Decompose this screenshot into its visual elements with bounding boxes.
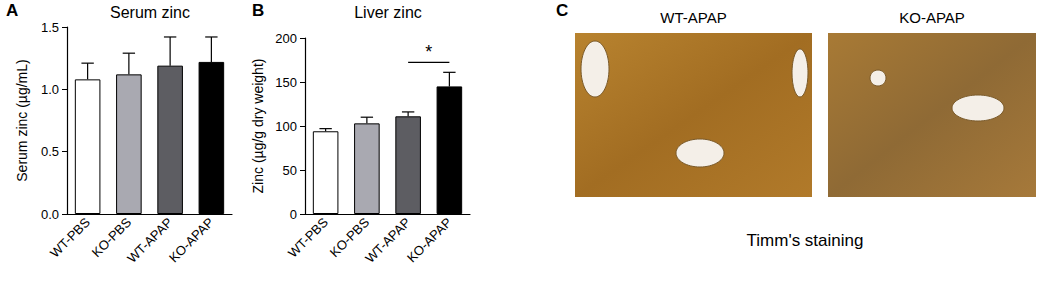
svg-text:WT-APAP: WT-APAP — [660, 9, 726, 26]
svg-text:WT-PBS: WT-PBS — [285, 214, 331, 260]
svg-text:0.0: 0.0 — [41, 207, 59, 222]
svg-text:0.5: 0.5 — [41, 144, 59, 159]
svg-text:KO-PBS: KO-PBS — [88, 214, 135, 260]
svg-text:KO-APAP: KO-APAP — [899, 9, 965, 26]
svg-text:150: 150 — [275, 75, 297, 90]
svg-text:WT-APAP: WT-APAP — [124, 215, 175, 266]
svg-text:Liver zinc: Liver zinc — [354, 4, 422, 21]
svg-text:Serum zinc (µg/mL): Serum zinc (µg/mL) — [14, 59, 30, 181]
svg-text:100: 100 — [275, 119, 297, 134]
svg-text:50: 50 — [283, 163, 297, 178]
svg-text:1.5: 1.5 — [41, 20, 59, 35]
svg-text:KO-APAP: KO-APAP — [404, 215, 455, 266]
svg-text:1.0: 1.0 — [41, 82, 59, 97]
svg-text:WT-PBS: WT-PBS — [47, 214, 93, 260]
svg-text:KO-APAP: KO-APAP — [166, 215, 217, 266]
svg-text:B: B — [252, 1, 264, 20]
svg-text:WT-APAP: WT-APAP — [362, 215, 413, 266]
svg-text:200: 200 — [275, 31, 297, 46]
svg-text:*: * — [425, 42, 432, 62]
svg-text:C: C — [556, 1, 568, 20]
svg-text:KO-PBS: KO-PBS — [326, 214, 373, 260]
svg-text:Timm's staining: Timm's staining — [747, 231, 864, 250]
svg-text:A: A — [6, 1, 18, 20]
svg-text:Serum zinc: Serum zinc — [110, 4, 190, 21]
svg-text:0: 0 — [290, 207, 297, 222]
svg-text:Zinc (µg/g dry weight): Zinc (µg/g dry weight) — [250, 59, 266, 194]
